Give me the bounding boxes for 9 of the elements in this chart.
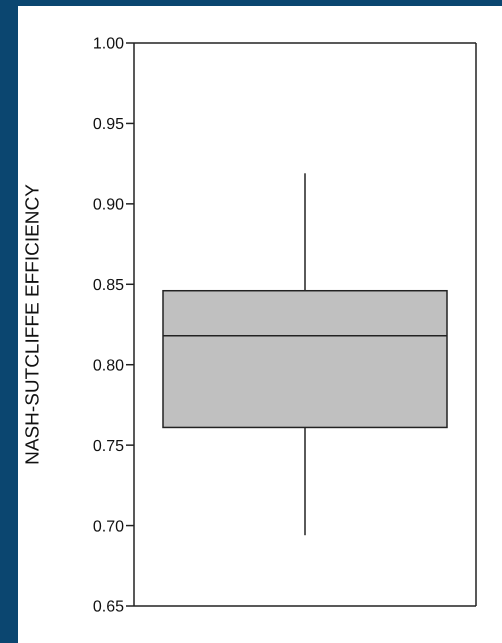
y-tick-label: 0.75 (92, 438, 124, 455)
y-tick-label: 0.80 (92, 357, 124, 374)
y-tick-label: 0.85 (92, 276, 124, 294)
y-tick-label: 0.70 (92, 518, 124, 536)
y-tick-label: 0.90 (92, 196, 124, 214)
y-tick-label: 1.00 (92, 36, 124, 53)
y-tick-label: 0.95 (92, 116, 124, 134)
y-axis-title: NASH-SUTCLIFFE EFFICIENCY (22, 184, 44, 465)
y-tick-label: 0.65 (92, 598, 124, 616)
